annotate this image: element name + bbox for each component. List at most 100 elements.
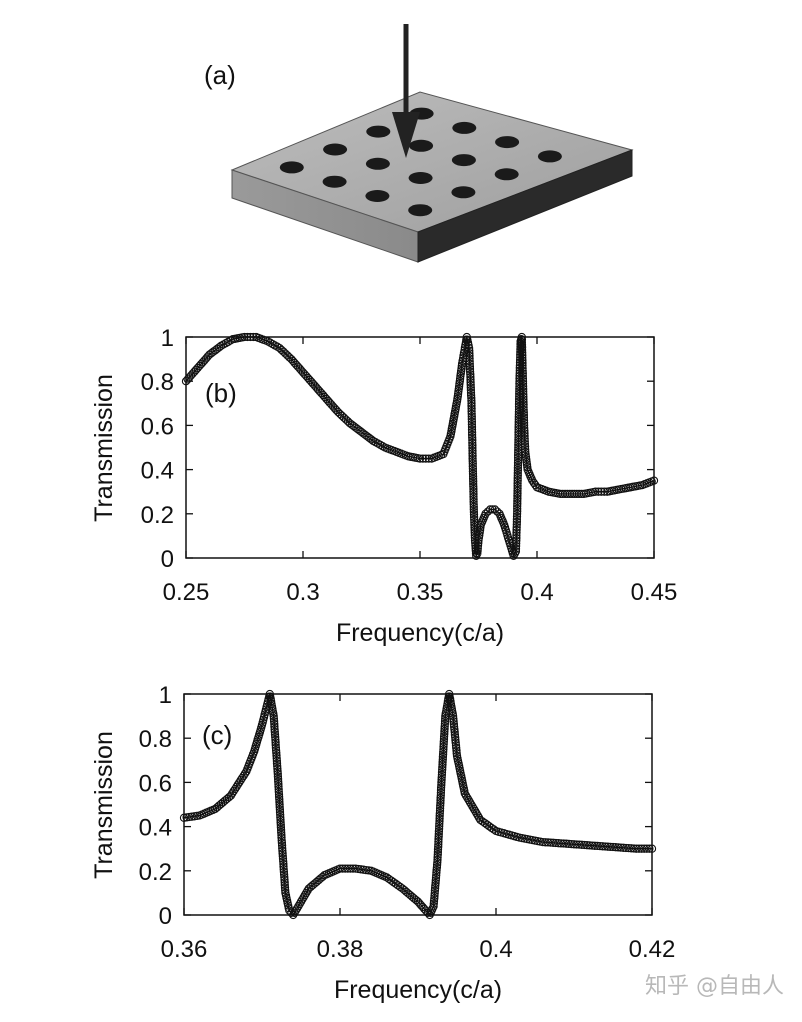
chart-b-data-point: [367, 435, 376, 444]
slab-illustration: [230, 24, 634, 263]
chart-c-data-point: [450, 727, 459, 737]
chart-c-data-point: [432, 865, 441, 875]
chart-b-ticks: 0.25 0.3 0.35 0.4 0.45 0 0.2 0.4 0.6 0.8 1: [141, 325, 678, 606]
chart-c-data-point: [451, 735, 460, 745]
chart-c-data-point: [629, 844, 638, 853]
chart-b-data-point: [490, 505, 500, 514]
chart-b-data-point: [467, 428, 477, 437]
chart-c-data-point: [590, 841, 599, 850]
chart-b-data-point: [518, 379, 528, 388]
chart-b-data-point: [519, 384, 528, 394]
chart-b-data-point: [464, 343, 474, 353]
chart-c-data-point: [489, 825, 498, 834]
chart-b-data-point: [519, 403, 528, 412]
chart-c-data-point: [473, 811, 482, 820]
chart-c-data-point: [608, 842, 618, 852]
chart-b-data-point: [488, 505, 497, 514]
slab-hole: [279, 161, 304, 174]
chart-b-data-point: [520, 437, 529, 446]
chart-c-data-point: [436, 793, 445, 803]
chart-c-data-point: [601, 842, 610, 851]
chart-c-data-point: [543, 838, 553, 847]
chart-c-data-point: [270, 730, 280, 739]
chart-c-data-point: [603, 842, 612, 851]
chart-c-data-point: [632, 844, 641, 853]
chart-c-data-point: [564, 839, 573, 849]
chart-b-data-point: [467, 409, 476, 418]
chart-c-data-point: [354, 864, 363, 874]
slab-hole: [451, 186, 476, 199]
chart-c-ylabel: Transmission: [90, 731, 118, 879]
chart-c-y-tick-label: 0.2: [139, 859, 172, 886]
chart-c-data-point: [269, 714, 279, 723]
chart-b-data-point: [512, 512, 522, 521]
chart-c-data-point: [279, 870, 289, 879]
chart-b-data-point: [468, 446, 477, 455]
slab-hole: [408, 172, 433, 184]
chart-c-data-point: [277, 838, 287, 848]
chart-c-data-point: [277, 841, 287, 850]
chart-c-data-point: [572, 840, 581, 849]
chart-b-data-point: [518, 371, 527, 381]
chart-b-data-point: [512, 531, 521, 540]
chart-c-data-point: [236, 776, 245, 785]
chart-c-data-point: [637, 844, 646, 853]
incident-arrow-head: [392, 112, 420, 158]
chart-c-data-point: [465, 798, 475, 807]
chart-c-data-point: [624, 843, 633, 853]
chart-b-data-point: [466, 372, 475, 382]
chart-b-data-point: [518, 364, 527, 373]
chart-b-data-point: [468, 441, 477, 450]
chart-b-data-point: [467, 393, 476, 403]
chart-b-data-point: [512, 528, 521, 537]
chart-b-panel-label: (b): [205, 378, 237, 408]
chart-c-data-point: [287, 908, 296, 917]
chart-c-data-point: [546, 838, 555, 847]
chart-c-data-point: [279, 867, 289, 877]
chart-b-data-point: [473, 541, 483, 550]
chart-c-data-point: [435, 804, 445, 813]
chart-c-data-point: [279, 857, 288, 866]
chart-c-data-point: [280, 878, 289, 887]
chart-b-data-point: [468, 433, 477, 442]
chart-c-data-point: [449, 722, 459, 731]
chart-b-data-point: [474, 538, 483, 548]
chart-c-data-point: [299, 893, 308, 902]
chart-c-ticks: 0.36 0.38 0.4 0.42 0 0.2 0.4 0.6 0.8 1: [139, 682, 676, 963]
chart-c-data-point: [273, 761, 282, 771]
chart-c-data-point: [551, 838, 560, 848]
chart-c-data-point: [348, 864, 358, 873]
chart-c-data-point: [449, 717, 458, 726]
chart-c-data-point: [335, 864, 345, 873]
chart-b-data-point: [418, 454, 428, 463]
chart-b-data-point: [467, 420, 477, 429]
chart-b-data-point: [215, 343, 224, 352]
chart-c-data-point: [270, 725, 279, 734]
chart-b-frame: [185, 336, 655, 559]
chart-b-xlabel: Frequency(c/a): [336, 619, 504, 647]
chart-c-data-point: [614, 843, 623, 852]
chart-c-data-point: [278, 851, 287, 861]
chart-c-data-point: [429, 896, 439, 906]
chart-c-series-line: [183, 693, 652, 917]
chart-c-data-point: [621, 843, 631, 853]
chart-c-data-point: [232, 782, 241, 791]
chart-b-data-point: [466, 388, 476, 397]
chart-b-data-point: [512, 539, 521, 548]
chart-c-data-point: [278, 844, 287, 853]
chart-c-data-point: [468, 802, 477, 811]
chart-b-x-tick-label: 0.3: [286, 579, 319, 606]
chart-c-data-point: [272, 759, 282, 768]
chart-b-data-point: [468, 443, 477, 453]
chart-c-data-point: [233, 780, 243, 789]
chart-c-data-point: [272, 756, 282, 765]
chart-c-data-point: [627, 844, 636, 853]
chart-b-data-point: [594, 487, 603, 496]
chart-b-data-point: [518, 374, 528, 383]
chart-b-data-point: [520, 439, 530, 449]
chart-b-y-tick-label: 0.4: [141, 458, 174, 485]
chart-c-data-point: [269, 717, 279, 726]
chart-c-data-point: [277, 833, 286, 842]
chart-c-data-point: [435, 806, 445, 815]
chart-c-data-point: [642, 844, 651, 853]
